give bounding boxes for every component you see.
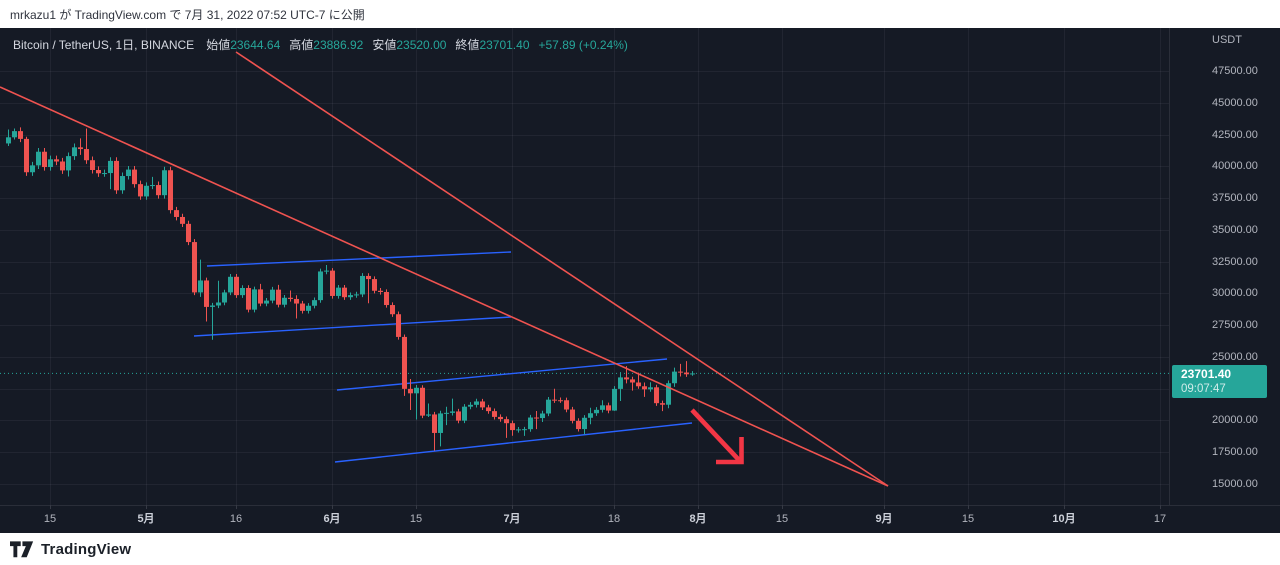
time-axis-label: 8月 — [689, 513, 707, 525]
last-price-badge: 23701.40 09:07:47 — [1172, 365, 1267, 399]
time-axis-label: 16 — [229, 513, 243, 525]
chart-canvas[interactable] — [0, 28, 1280, 533]
ohlc-open: 始値23644.64 — [206, 36, 280, 53]
currency-label: USDT — [1212, 34, 1242, 46]
price-axis-label: 27500.00 — [1212, 319, 1258, 332]
price-axis-label: 15000.00 — [1212, 478, 1258, 490]
price-axis[interactable]: USDT 47500.00 45000.00 42500.00 40000.00 375… — [1169, 28, 1280, 505]
time-axis-label: 15 — [409, 513, 423, 525]
tradingview-logo-icon[interactable] — [10, 540, 34, 559]
price-axis-label: 45000.00 — [1212, 96, 1258, 109]
time-axis-label: 17 — [1153, 513, 1167, 525]
last-price: 23701.40 — [1181, 367, 1232, 382]
low-label: 安値 — [372, 38, 397, 52]
ohlc-close: 終値23701.40 — [455, 36, 529, 53]
publish-info: mrkazu1 が TradingView.com で 7月 31, 2022 … — [10, 7, 365, 22]
close-value: 23701.40 — [479, 38, 530, 52]
footer-bar: TradingView — [0, 533, 1280, 565]
bar-countdown: 09:07:47 — [1181, 383, 1226, 396]
high-label: 高値 — [289, 38, 314, 52]
price-axis-label: 17500.00 — [1212, 446, 1258, 459]
high-value: 23886.92 — [313, 38, 364, 52]
time-axis-label: 18 — [607, 513, 621, 525]
price-axis-label: 37500.00 — [1212, 192, 1258, 205]
price-axis-label: 20000.00 — [1212, 414, 1258, 427]
chart-legend: Bitcoin / TetherUS, 1日, BINANCE 始値23644.… — [13, 36, 628, 53]
time-axis-label: 15 — [775, 513, 789, 525]
close-label: 終値 — [455, 38, 480, 52]
price-axis-label: 42500.00 — [1212, 128, 1258, 141]
change-value: +57.89 (+0.24%) — [538, 37, 628, 52]
time-axis-label: 5月 — [137, 513, 155, 525]
ohlc-high: 高値23886.92 — [289, 36, 363, 53]
open-label: 始値 — [206, 38, 231, 52]
time-axis-label: 10月 — [1052, 513, 1076, 525]
time-axis-label: 6月 — [323, 513, 341, 525]
price-axis-label: 25000.00 — [1212, 350, 1258, 363]
price-axis-label: 47500.00 — [1212, 65, 1258, 77]
price-axis-label: 30000.00 — [1212, 287, 1258, 300]
tradingview-brand[interactable]: TradingView — [41, 540, 132, 558]
open-value: 23644.64 — [230, 38, 281, 52]
time-axis-label: 15 — [43, 513, 57, 525]
ohlc-low: 安値23520.00 — [372, 36, 446, 53]
time-axis-label: 7月 — [503, 513, 521, 525]
time-axis-label: 15 — [961, 513, 975, 525]
publish-banner: mrkazu1 が TradingView.com で 7月 31, 2022 … — [0, 0, 1280, 28]
price-axis-label: 32500.00 — [1212, 255, 1258, 268]
price-axis-label: 35000.00 — [1212, 223, 1258, 236]
time-axis[interactable]: 15 5月 16 6月 15 7月 18 8月 15 9月 15 10月 17 — [0, 505, 1280, 533]
symbol-title[interactable]: Bitcoin / TetherUS, 1日, BINANCE — [13, 38, 195, 52]
low-value: 23520.00 — [396, 38, 447, 52]
price-axis-label: 40000.00 — [1212, 160, 1258, 173]
time-axis-label: 9月 — [875, 513, 893, 525]
